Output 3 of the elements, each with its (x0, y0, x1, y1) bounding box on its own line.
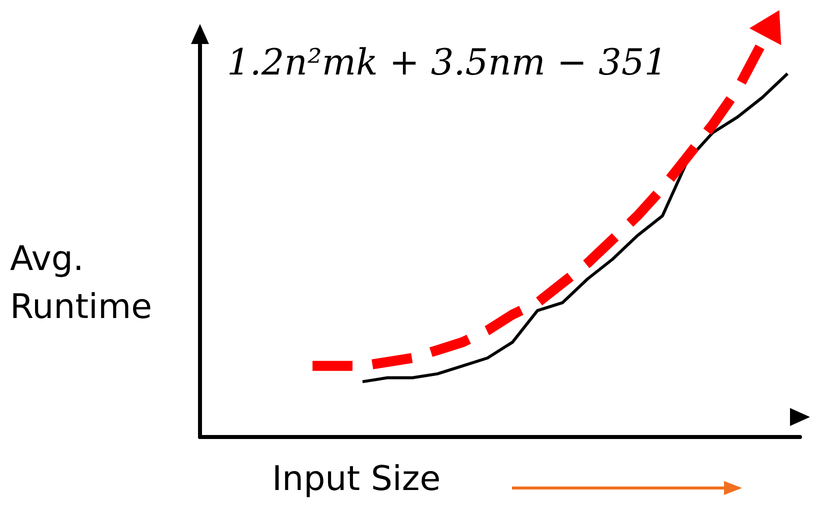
chart-title: 1.2n²mk + 3.5nm − 351 (227, 42, 668, 84)
x-axis-title: Input Size (272, 459, 441, 499)
y-axis-title: Avg. Runtime (10, 239, 152, 327)
